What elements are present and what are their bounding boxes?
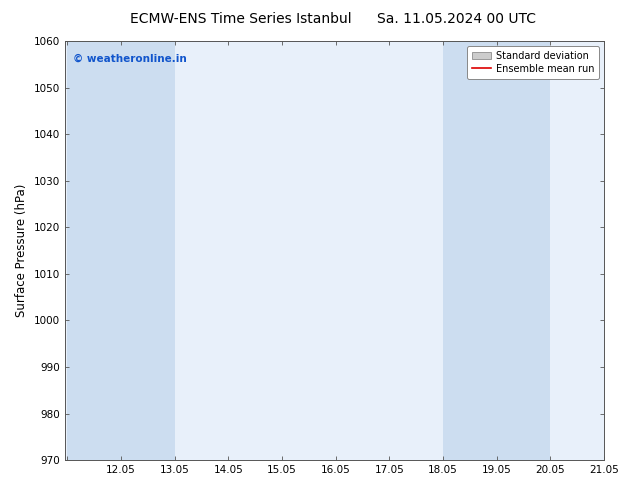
Text: ECMW-ENS Time Series Istanbul: ECMW-ENS Time Series Istanbul: [130, 12, 352, 26]
Y-axis label: Surface Pressure (hPa): Surface Pressure (hPa): [15, 184, 28, 318]
Bar: [443, 41, 550, 460]
Legend: Standard deviation, Ensemble mean run: Standard deviation, Ensemble mean run: [467, 46, 599, 78]
Bar: [67, 41, 175, 460]
Text: Sa. 11.05.2024 00 UTC: Sa. 11.05.2024 00 UTC: [377, 12, 536, 26]
Text: © weatheronline.in: © weatheronline.in: [73, 53, 186, 64]
